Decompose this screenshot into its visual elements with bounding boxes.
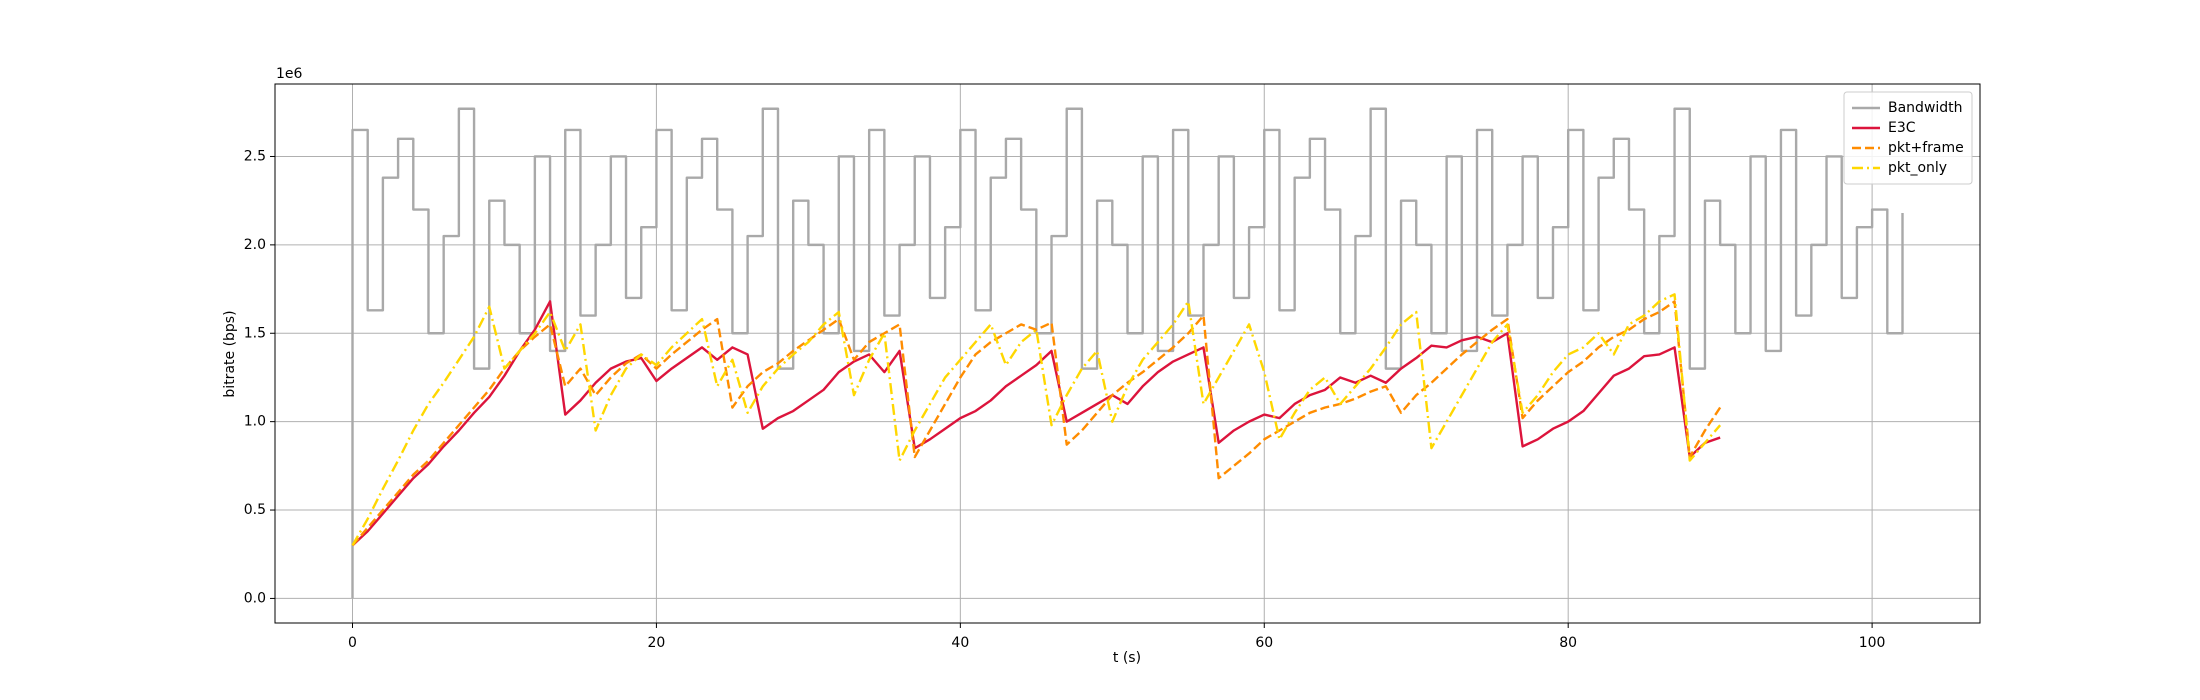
x-tick-label: 40 [951, 635, 969, 651]
x-tick-label: 0 [348, 635, 357, 651]
x-tick-label: 80 [1559, 635, 1577, 651]
y-tick-label: 0.0 [244, 590, 266, 606]
legend-label: Bandwidth [1888, 100, 1963, 116]
y-tick-label: 2.0 [244, 237, 266, 253]
x-axis-label: t (s) [1113, 650, 1141, 666]
y-tick-label: 1.5 [244, 325, 266, 341]
y-offset-label: 1e6 [276, 66, 303, 82]
y-axis-label: bitrate (bps) [222, 310, 238, 397]
x-tick-label: 100 [1859, 635, 1886, 651]
x-tick-label: 60 [1255, 635, 1273, 651]
y-tick-label: 1.0 [244, 414, 266, 430]
legend-label: pkt_only [1888, 160, 1947, 176]
series-line [351, 293, 1722, 546]
plot-frame [274, 83, 1981, 624]
legend: Bandwidth E3C pkt+frame pkt_only [1843, 91, 1973, 185]
legend-box [1843, 91, 1973, 185]
legend-label: pkt+frame [1888, 140, 1964, 156]
x-tick-label: 20 [648, 635, 666, 651]
y-tick-label: 0.5 [244, 502, 266, 518]
legend-label: E3C [1888, 120, 1916, 136]
series-line [351, 107, 1904, 599]
series-line [351, 300, 1722, 547]
y-tick-label: 2.5 [244, 148, 266, 164]
